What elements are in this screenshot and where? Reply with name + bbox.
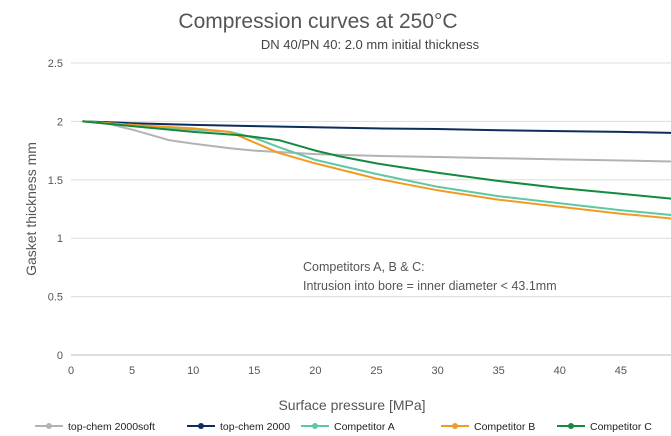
y-tick-label: 0 [57, 350, 63, 362]
series-line-competitor-b [82, 120, 671, 220]
legend-swatch-marker [452, 423, 458, 429]
x-tick-label: 10 [187, 365, 199, 377]
y-axis-title: Gasket thickness mm [23, 142, 39, 276]
legend: top-chem 2000soft top-chem 2000 Competitor… [35, 421, 652, 433]
legend-swatch-marker [46, 423, 52, 429]
x-tick-label: 45 [615, 365, 627, 377]
series-line-competitor-c [82, 120, 671, 200]
y-tick-label: 2.5 [48, 58, 63, 70]
x-tick-label: 30 [431, 365, 443, 377]
x-tick-label: 0 [68, 365, 74, 377]
y-tick-labels: 0 0.5 1 1.5 2 2.5 [48, 58, 63, 362]
legend-label: Competitor C [590, 421, 652, 433]
y-tick-label: 0.5 [48, 292, 63, 304]
series-lines [82, 120, 671, 220]
legend-label: Competitor B [474, 421, 535, 433]
legend-item-top-chem-2000: top-chem 2000 [187, 421, 290, 433]
x-tick-label: 35 [493, 365, 505, 377]
y-tick-label: 1 [57, 233, 63, 245]
legend-swatch-marker [198, 423, 204, 429]
y-tick-label: 1.5 [48, 175, 63, 187]
x-tick-label: 5 [129, 365, 135, 377]
chart-title: Compression curves at 250°C [178, 10, 457, 33]
x-tick-label: 20 [309, 365, 321, 377]
series-line-top-chem-2000soft [82, 120, 671, 163]
x-tick-label: 40 [554, 365, 566, 377]
x-tick-label: 15 [248, 365, 260, 377]
series-line-competitor-a [82, 120, 671, 216]
x-tick-labels: 05101520253035404550 [68, 365, 627, 377]
y-tick-label: 2 [57, 116, 63, 128]
annotation-line-2: Intrusion into bore = inner diameter < 4… [303, 279, 557, 293]
legend-swatch-marker [312, 423, 318, 429]
annotation-line-1: Competitors A, B & C: [303, 260, 425, 274]
legend-item-competitor-c: Competitor C [557, 421, 652, 433]
legend-item-competitor-b: Competitor B [441, 421, 535, 433]
legend-label: top-chem 2000 [220, 421, 290, 433]
legend-swatch-marker [568, 423, 574, 429]
series-line-top-chem-2000 [82, 120, 671, 134]
legend-item-competitor-a: Competitor A [301, 421, 395, 433]
x-axis-title: Surface pressure [MPa] [278, 397, 425, 413]
legend-item-top-chem-2000soft: top-chem 2000soft [35, 421, 155, 433]
gridlines [71, 62, 671, 356]
legend-label: top-chem 2000soft [68, 421, 155, 433]
chart-subtitle: DN 40/PN 40: 2.0 mm initial thickness [261, 37, 480, 52]
legend-label: Competitor A [334, 421, 395, 433]
x-tick-label: 25 [370, 365, 382, 377]
